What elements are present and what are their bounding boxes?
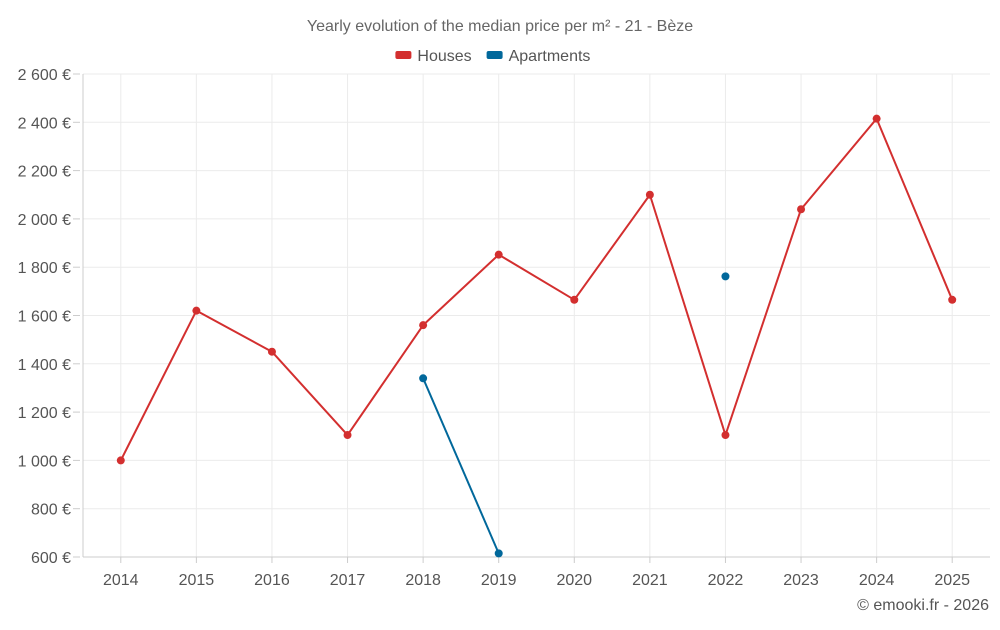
data-point-apartments <box>494 549 503 558</box>
x-tick-label: 2024 <box>859 572 895 589</box>
legend-swatch-houses <box>395 51 412 59</box>
data-point-houses <box>267 347 276 356</box>
grid <box>83 73 990 558</box>
data-point-houses <box>192 306 201 315</box>
data-point-apartments <box>419 374 428 383</box>
x-tick-label: 2015 <box>179 572 215 589</box>
axes: 600 € 800 € 1 000 € 1 200 € 1 400 € 1 600 € 1 … <box>18 67 990 589</box>
x-tick-label: 2016 <box>254 572 290 589</box>
chart-title: Yearly evolution of the median price per… <box>307 18 693 35</box>
data-point-houses <box>570 295 579 304</box>
y-tick-label: 600 € <box>31 550 71 567</box>
data-point-houses <box>948 295 957 304</box>
y-tick-label: 1 200 € <box>18 405 71 422</box>
data-point-houses <box>343 431 352 440</box>
data-point-apartments <box>721 272 730 281</box>
y-tick-label: 800 € <box>31 502 71 519</box>
data-point-houses <box>721 431 730 440</box>
data-point-houses <box>645 190 654 199</box>
x-tick-label: 2023 <box>783 572 819 589</box>
y-tick-label: 2 600 € <box>18 67 71 84</box>
data-point-houses <box>419 321 428 330</box>
y-tick-label: 2 200 € <box>18 164 71 181</box>
y-tick-label: 1 000 € <box>18 453 71 470</box>
x-tick-label: 2017 <box>330 572 366 589</box>
x-tick-label: 2020 <box>556 572 592 589</box>
y-tick-label: 2 400 € <box>18 115 71 132</box>
data-point-houses <box>872 114 881 123</box>
legend-swatch-apartments <box>486 51 503 59</box>
legend-label-houses: Houses <box>417 48 471 65</box>
data-point-houses <box>494 250 503 259</box>
data-point-houses <box>116 456 125 465</box>
y-tick-label: 2 000 € <box>18 212 71 229</box>
x-tick-label: 2025 <box>934 572 970 589</box>
x-tick-label: 2014 <box>103 572 139 589</box>
y-tick-label: 1 800 € <box>18 260 71 277</box>
x-tick-label: 2022 <box>708 572 744 589</box>
credit-text: © emooki.fr - 2026 <box>857 597 989 614</box>
series-line-apartments <box>422 377 500 554</box>
legend-label-apartments: Apartments <box>509 48 591 65</box>
legend: Houses Apartments <box>395 48 590 65</box>
series-line-houses <box>119 117 954 461</box>
x-tick-label: 2018 <box>405 572 441 589</box>
x-tick-label: 2019 <box>481 572 517 589</box>
y-tick-label: 1 400 € <box>18 357 71 374</box>
data-point-houses <box>797 205 806 214</box>
x-tick-label: 2021 <box>632 572 668 589</box>
series-layer <box>116 114 957 558</box>
y-tick-label: 1 600 € <box>18 309 71 326</box>
